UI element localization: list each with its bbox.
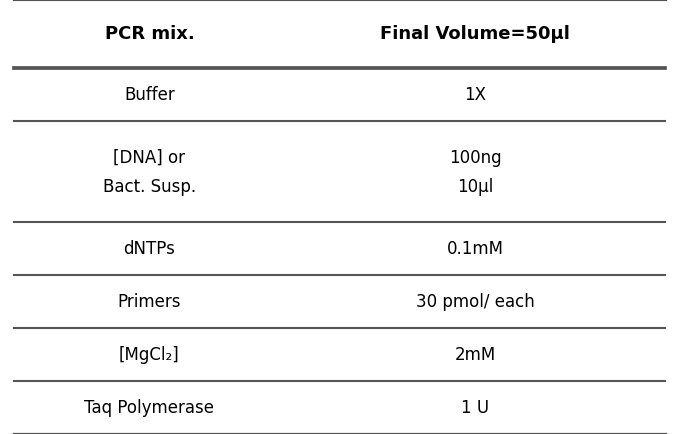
Text: 0.1mM: 0.1mM (447, 240, 504, 258)
Text: Buffer: Buffer (124, 86, 175, 104)
Text: Primers: Primers (117, 293, 181, 311)
Text: 2mM: 2mM (455, 345, 496, 364)
Text: [DNA] or
Bact. Susp.: [DNA] or Bact. Susp. (103, 148, 196, 196)
Text: Final Volume=50μl: Final Volume=50μl (380, 26, 570, 43)
Text: dNTPs: dNTPs (124, 240, 175, 258)
Text: Taq Polymerase: Taq Polymerase (84, 398, 215, 417)
Text: PCR mix.: PCR mix. (105, 26, 194, 43)
Text: 1 U: 1 U (461, 398, 490, 417)
Text: 100ng
10μl: 100ng 10μl (449, 148, 502, 196)
Text: 1X: 1X (464, 86, 486, 104)
Text: 30 pmol/ each: 30 pmol/ each (416, 293, 534, 311)
Text: [MgCl₂]: [MgCl₂] (119, 345, 180, 364)
